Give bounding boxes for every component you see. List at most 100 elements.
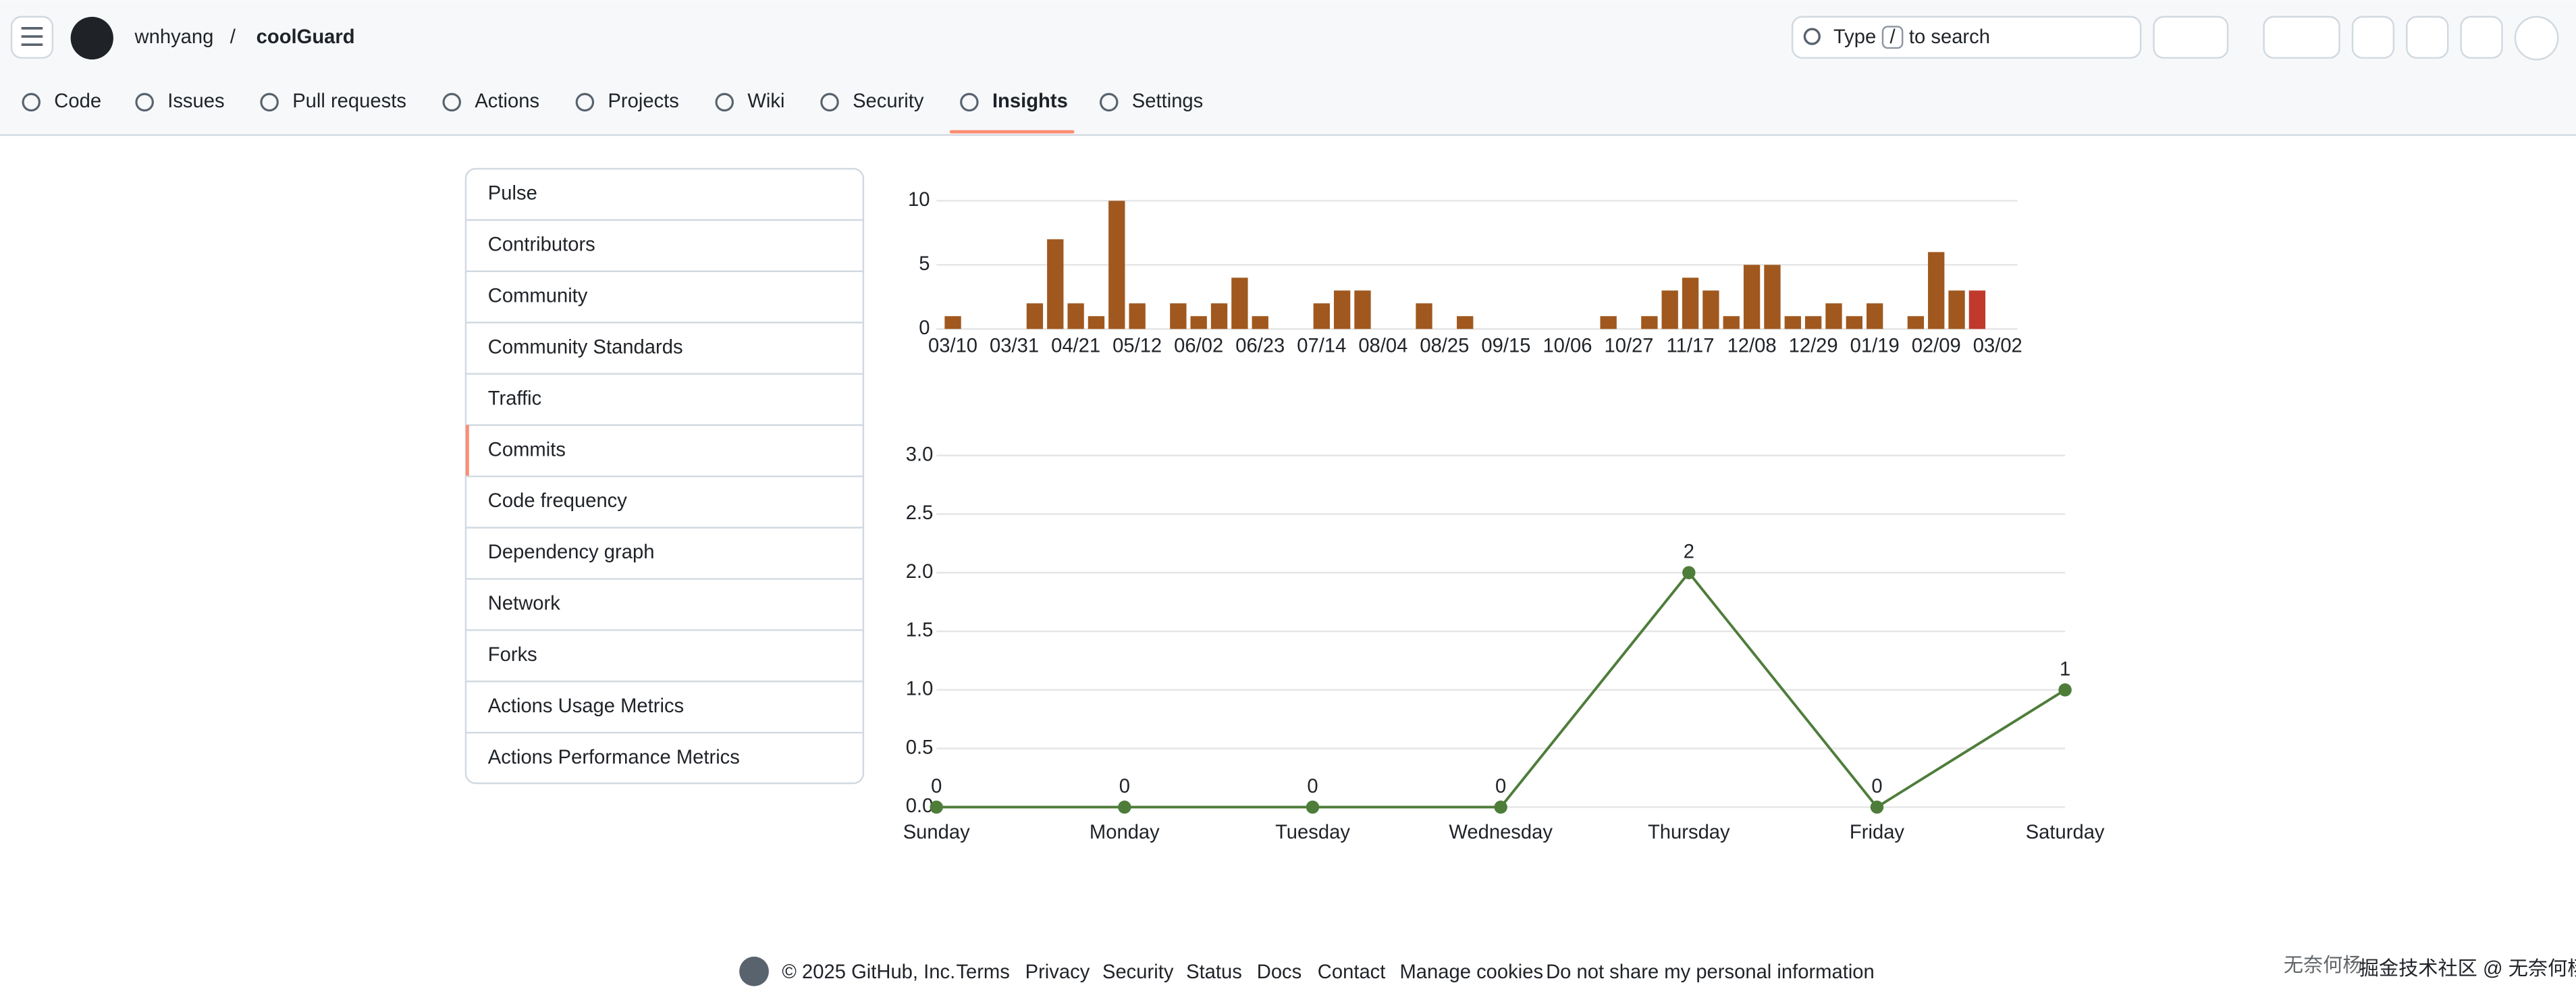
y-tick-label: 0.5: [906, 737, 934, 758]
bar: [1825, 303, 1842, 329]
x-tick-label: Wednesday: [1449, 822, 1553, 843]
avatar[interactable]: [2514, 16, 2559, 61]
value-label: 0: [931, 776, 942, 797]
sidebar-item[interactable]: Network: [488, 593, 560, 614]
tab-underline: [949, 130, 1075, 134]
tab[interactable]: Pull requests: [292, 90, 406, 112]
footer-link[interactable]: Security: [1102, 961, 1174, 983]
tab-icon: [820, 92, 839, 112]
search-box[interactable]: [1791, 16, 2142, 59]
x-tick-label: 08/04: [1358, 336, 1407, 357]
bar: [1210, 303, 1228, 329]
footer-link[interactable]: Terms: [956, 961, 1009, 983]
copyright: © 2025 GitHub, Inc.: [782, 961, 955, 983]
bar: [1252, 316, 1268, 329]
x-tick-label: 03/02: [1973, 336, 2022, 357]
tab[interactable]: Insights: [992, 90, 1068, 112]
tab[interactable]: Settings: [1132, 90, 1203, 112]
footer-link[interactable]: Privacy: [1025, 961, 1090, 983]
bar: [1457, 316, 1474, 329]
tab[interactable]: Wiki: [747, 90, 784, 112]
bar: [1968, 290, 1986, 329]
sidebar-item[interactable]: Actions Usage Metrics: [488, 695, 684, 717]
y-tick-label: 10: [908, 189, 930, 211]
bar: [1333, 290, 1351, 329]
bar: [1416, 303, 1432, 329]
sidebar-item[interactable]: Community: [488, 286, 588, 307]
sidebar-item[interactable]: Contributors: [488, 234, 595, 256]
x-tick-label: Monday: [1090, 822, 1160, 843]
x-tick-label: Saturday: [2026, 822, 2105, 843]
tab-icon: [575, 92, 595, 112]
search-key: /: [1890, 26, 1896, 48]
bar: [1600, 316, 1617, 329]
github-logo[interactable]: [70, 16, 113, 60]
x-tick-label: Thursday: [1648, 822, 1730, 843]
issues-button[interactable]: [2351, 16, 2395, 59]
sidebar-item[interactable]: Commits: [488, 439, 566, 460]
value-label: 2: [1684, 541, 1694, 563]
search-prefix: Type: [1833, 26, 1876, 48]
value-label: 1: [2060, 658, 2070, 680]
bar: [1129, 303, 1146, 329]
point: [1494, 800, 1507, 814]
header-bg: [0, 0, 2576, 136]
copilot-button[interactable]: [2153, 16, 2229, 59]
tab[interactable]: Code: [54, 90, 101, 112]
point: [1870, 800, 1884, 814]
tab-icon: [715, 92, 734, 112]
bar: [1170, 303, 1187, 329]
point: [1118, 800, 1131, 814]
x-tick-label: 11/17: [1667, 336, 1715, 357]
tab-icon: [960, 92, 979, 112]
bar: [1088, 316, 1105, 329]
search-suffix: to search: [1909, 26, 1990, 48]
x-tick-label: 03/10: [928, 336, 977, 357]
sidebar-item[interactable]: Community Standards: [488, 336, 683, 358]
sidebar-item[interactable]: Code frequency: [488, 490, 627, 512]
x-tick-label: 03/31: [990, 336, 1039, 357]
sidebar-item[interactable]: Actions Performance Metrics: [488, 747, 740, 768]
y-tick-label: 5: [919, 253, 930, 275]
x-tick-label: 10/27: [1604, 336, 1653, 357]
footer-link[interactable]: Docs: [1257, 961, 1302, 983]
bar: [1764, 265, 1781, 329]
create-button[interactable]: [2263, 16, 2340, 59]
footer-link[interactable]: Status: [1186, 961, 1242, 983]
y-tick-label: 2.5: [906, 502, 934, 524]
y-tick-label: 1.5: [906, 620, 934, 641]
x-tick-label: 07/14: [1297, 336, 1346, 357]
tab[interactable]: Issues: [167, 90, 224, 112]
sidebar-item[interactable]: Pulse: [488, 183, 537, 205]
bar: [1047, 239, 1064, 329]
x-tick-label: 01/19: [1850, 336, 1900, 357]
x-tick-label: 05/12: [1112, 336, 1162, 357]
footer-link[interactable]: Contact: [1318, 961, 1386, 983]
x-tick-label: 06/02: [1174, 336, 1223, 357]
footer-logo: [739, 956, 769, 986]
x-tick-label: 09/15: [1481, 336, 1530, 357]
bar: [1907, 316, 1925, 329]
repo[interactable]: coolGuard: [257, 26, 355, 48]
x-tick-label: Friday: [1850, 822, 1904, 843]
owner[interactable]: wnhyang: [134, 26, 214, 48]
sidebar-selected: [465, 425, 469, 477]
tab[interactable]: Actions: [475, 90, 539, 112]
bar: [1641, 316, 1658, 329]
search-icon: [1803, 28, 1821, 45]
footer-link[interactable]: Manage cookies: [1399, 961, 1543, 983]
sidebar-item[interactable]: Traffic: [488, 388, 541, 409]
tab-icon: [135, 92, 154, 112]
tab[interactable]: Projects: [608, 90, 678, 112]
point: [1306, 800, 1320, 814]
bar: [1846, 316, 1863, 329]
inbox-button[interactable]: [2460, 16, 2503, 59]
point: [1682, 566, 1696, 579]
footer-link[interactable]: Do not share my personal information: [1546, 961, 1875, 983]
sidebar-item[interactable]: Dependency graph: [488, 541, 655, 563]
sidebar-item[interactable]: Forks: [488, 644, 537, 666]
bar: [1067, 303, 1084, 329]
pulls-button[interactable]: [2406, 16, 2449, 59]
tab[interactable]: Security: [853, 90, 924, 112]
